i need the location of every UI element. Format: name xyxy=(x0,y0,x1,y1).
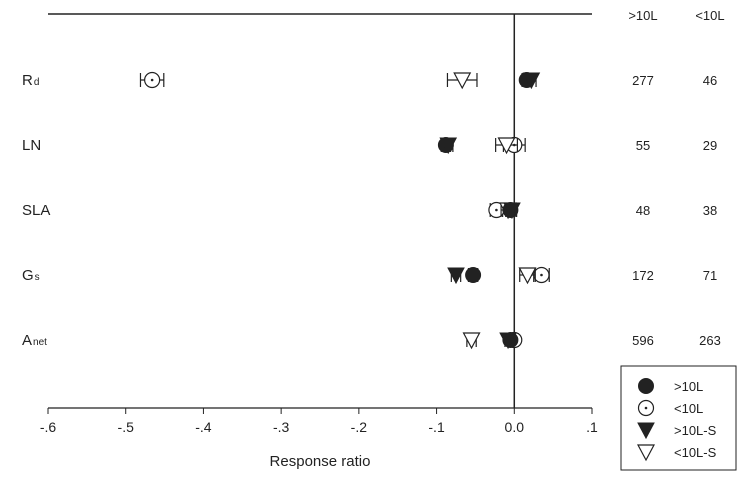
legend-label: <10L xyxy=(674,401,703,416)
data-point xyxy=(499,332,517,350)
sample-count: 263 xyxy=(699,333,721,348)
data-marker xyxy=(518,267,537,285)
x-tick-label: -.1 xyxy=(428,419,445,435)
sample-count: 29 xyxy=(703,138,717,153)
data-point xyxy=(533,266,550,284)
x-tick-label: -.4 xyxy=(195,419,212,435)
x-tick-label: -.2 xyxy=(351,419,368,435)
open-circle-dot xyxy=(150,78,154,82)
open-circle-dot xyxy=(540,273,543,277)
x-tick-label: -.6 xyxy=(40,419,57,435)
x-tick-label: -.5 xyxy=(118,419,135,435)
data-point xyxy=(439,137,458,155)
legend-label: >10L-S xyxy=(674,423,717,438)
data-marker xyxy=(499,332,517,350)
sample-count: 46 xyxy=(703,73,717,88)
data-marker xyxy=(533,266,550,284)
data-point xyxy=(447,267,465,285)
data-marker xyxy=(503,202,521,220)
legend-marker xyxy=(637,422,655,440)
data-point xyxy=(522,72,541,90)
sample-count: 71 xyxy=(703,268,717,283)
legend-marker xyxy=(637,399,655,417)
legend: >10L <10L >10L-S <10L-S xyxy=(620,365,737,471)
data-marker xyxy=(462,332,481,350)
legend-label: >10L xyxy=(674,379,703,394)
data-marker xyxy=(497,137,516,155)
x-axis-title: Response ratio xyxy=(270,453,371,470)
sample-count: 172 xyxy=(632,268,654,283)
category-label: Anet xyxy=(22,332,47,349)
data-marker xyxy=(447,267,465,285)
data-point xyxy=(488,201,505,219)
data-point xyxy=(495,137,518,155)
category-label: LN xyxy=(22,137,41,154)
x-tick-label: -.3 xyxy=(273,419,290,435)
legend-marker xyxy=(638,378,654,394)
category-label: Gs xyxy=(22,267,40,284)
count-column-header: <10L xyxy=(695,8,724,23)
sample-count: 55 xyxy=(636,138,650,153)
open-circle-dot xyxy=(495,208,498,212)
data-point xyxy=(518,267,537,285)
data-point xyxy=(503,202,521,220)
data-point xyxy=(139,71,165,89)
sample-count: 596 xyxy=(632,333,654,348)
data-marker xyxy=(465,267,482,283)
open-circle-dot xyxy=(644,406,648,410)
sample-count: 48 xyxy=(636,203,650,218)
sample-count: 38 xyxy=(703,203,717,218)
legend-label: <10L-S xyxy=(674,445,717,460)
x-tick-label: .1 xyxy=(586,419,598,435)
data-point xyxy=(465,267,482,283)
category-label: Rd xyxy=(22,72,39,89)
legend-marker xyxy=(637,444,655,462)
data-point xyxy=(462,332,481,350)
data-marker xyxy=(439,137,458,155)
sample-count: 277 xyxy=(632,73,654,88)
category-label: SLA xyxy=(22,202,50,219)
data-marker xyxy=(522,72,541,90)
data-marker xyxy=(144,71,161,89)
data-point xyxy=(446,72,478,90)
x-tick-label: 0.0 xyxy=(505,419,525,435)
data-marker xyxy=(453,72,472,90)
count-column-header: >10L xyxy=(628,8,657,23)
